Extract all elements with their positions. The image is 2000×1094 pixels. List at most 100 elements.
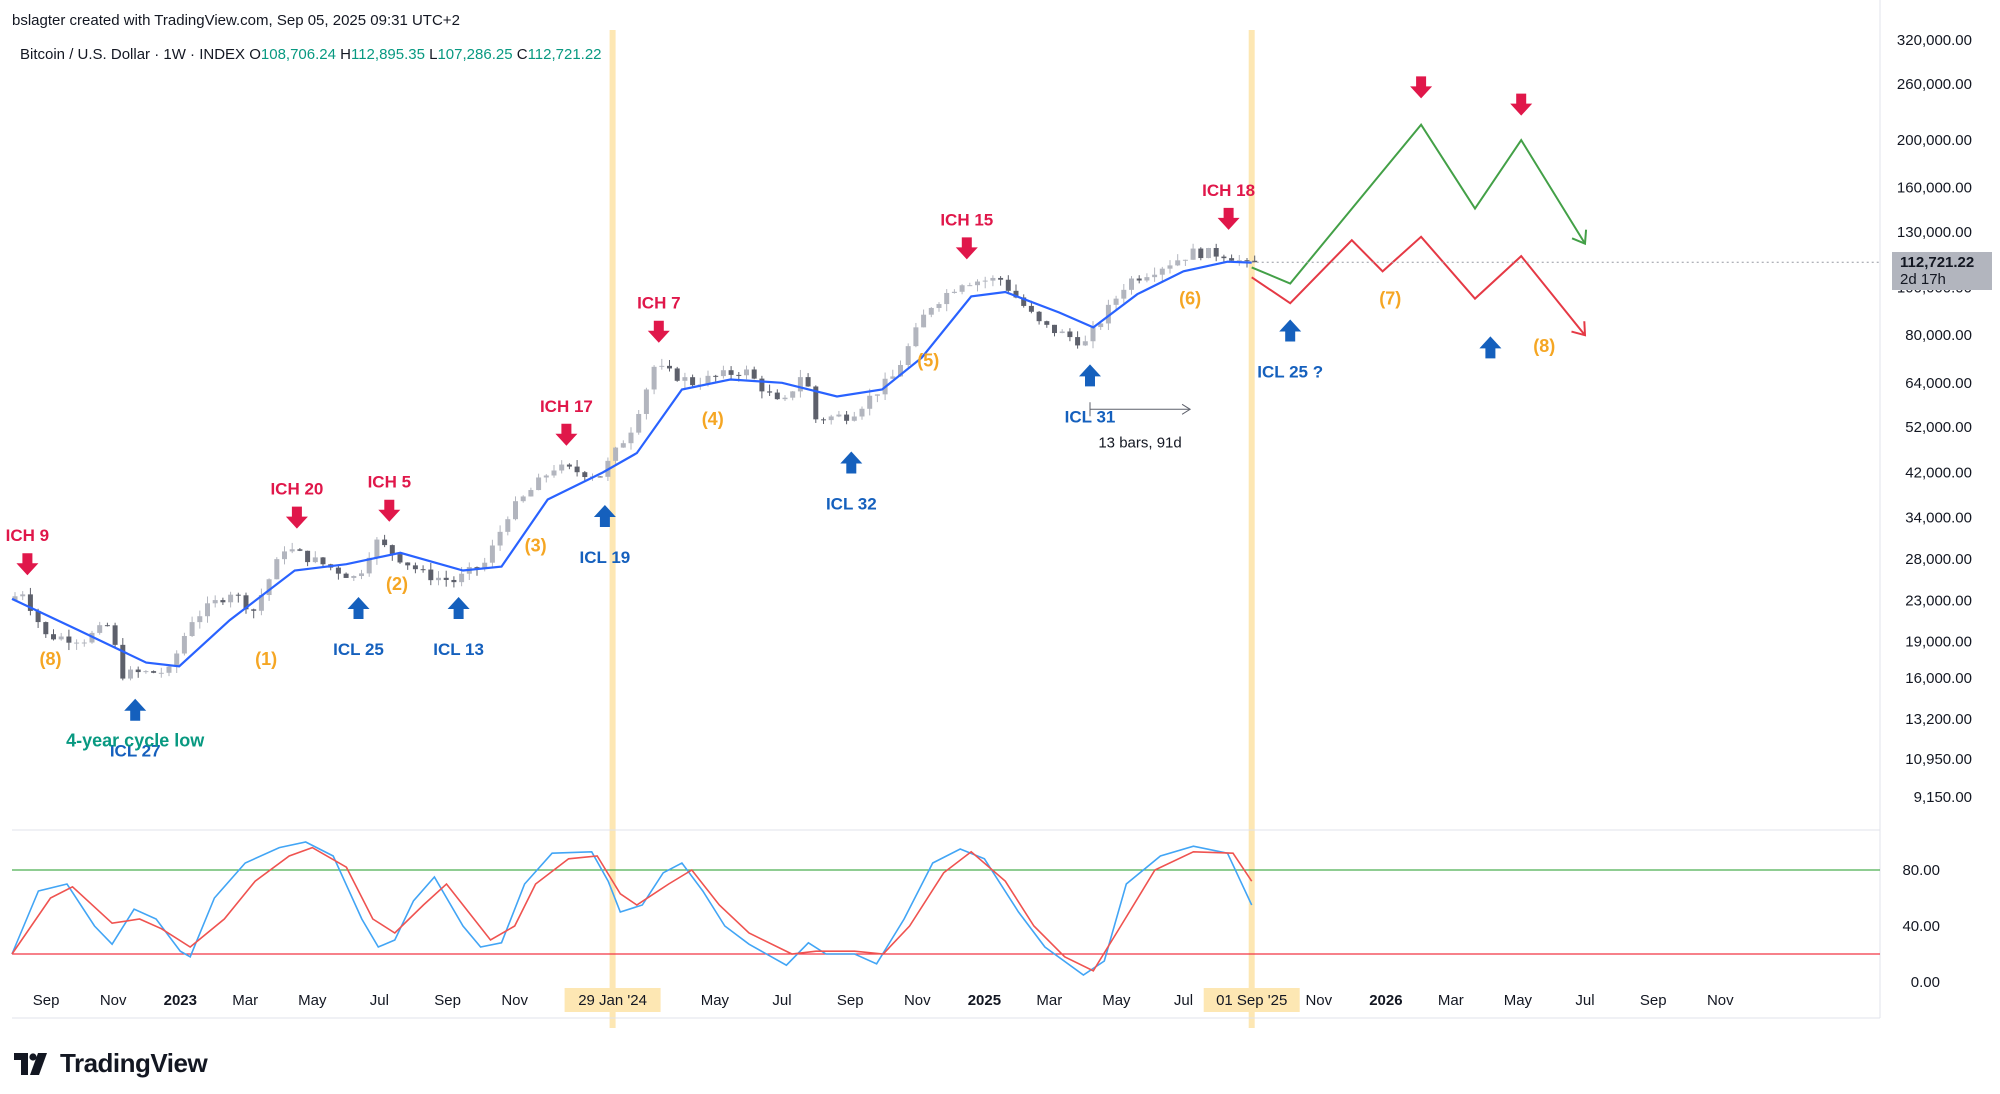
ich-down-arrow-icon bbox=[555, 423, 578, 446]
price-tick-label: 160,000.00 bbox=[1897, 180, 1972, 197]
ich-label: ICH 7 bbox=[637, 294, 680, 313]
candle-up bbox=[312, 557, 318, 563]
candle-up bbox=[1121, 289, 1127, 299]
time-tick-label: Jul bbox=[370, 992, 389, 1009]
candle-down bbox=[759, 378, 765, 392]
candle-down bbox=[1252, 260, 1258, 263]
price-tick-label: 34,000.00 bbox=[1905, 509, 1972, 526]
price-chart[interactable]: 320,000.00 260,000.00 200,000.00 160,000.00… bbox=[0, 0, 2000, 1030]
tradingview-wordmark: TradingView bbox=[60, 1048, 208, 1078]
green-scenario-line bbox=[1251, 122, 1586, 285]
measure-label: 13 bars, 91d bbox=[1098, 434, 1181, 451]
time-highlight-label: 29 Jan '24 bbox=[578, 992, 647, 1009]
time-highlight-badge bbox=[564, 988, 661, 1012]
candle-up bbox=[944, 292, 950, 305]
candle-up bbox=[851, 416, 857, 421]
candle-down bbox=[674, 368, 680, 381]
time-tick-label: Mar bbox=[1438, 992, 1464, 1009]
candle-down bbox=[335, 567, 341, 574]
candle-down bbox=[343, 573, 349, 578]
candle-up bbox=[905, 346, 911, 365]
candle-down bbox=[1013, 290, 1019, 298]
ich-label: ICH 15 bbox=[940, 210, 993, 229]
candle-up bbox=[12, 596, 18, 601]
candle-up bbox=[359, 573, 364, 577]
candle-up bbox=[528, 490, 534, 497]
price-tick-label: 200,000.00 bbox=[1897, 132, 1972, 149]
candle-up bbox=[951, 291, 957, 293]
candle-up bbox=[551, 470, 557, 476]
candle-up bbox=[459, 573, 465, 583]
candle-up bbox=[97, 625, 103, 633]
candle-down bbox=[1221, 256, 1227, 259]
candle-down bbox=[1044, 321, 1050, 325]
candle-down bbox=[405, 562, 411, 566]
candle-up bbox=[744, 369, 749, 376]
candle-up bbox=[990, 277, 996, 281]
price-tick-label: 23,000.00 bbox=[1905, 593, 1972, 610]
candle-down bbox=[597, 476, 603, 478]
candle-up bbox=[913, 327, 919, 347]
candle-down bbox=[566, 464, 572, 467]
time-tick-label: Sep bbox=[1640, 992, 1667, 1009]
candle-up bbox=[1182, 259, 1188, 261]
time-tick-label: Mar bbox=[232, 992, 258, 1009]
candle-up bbox=[921, 314, 927, 328]
ich-down-arrow-icon bbox=[647, 320, 670, 343]
price-tick-label: 52,000.00 bbox=[1905, 419, 1972, 436]
green-scenario-arrowhead bbox=[1571, 229, 1588, 246]
candle-up bbox=[1129, 278, 1134, 290]
candle-down bbox=[1005, 279, 1011, 291]
highlight-column bbox=[1248, 30, 1255, 1028]
candle-up bbox=[975, 281, 980, 286]
candle-down bbox=[774, 392, 780, 400]
candle-up bbox=[1206, 248, 1211, 259]
price-tick-label: 28,000.00 bbox=[1905, 551, 1972, 568]
icl-label: ICL 25 ? bbox=[1257, 362, 1323, 381]
candle-down bbox=[412, 565, 418, 570]
candle-up bbox=[982, 280, 988, 282]
cycle-count-label: (8) bbox=[40, 649, 62, 669]
time-tick-label: Jul bbox=[772, 992, 791, 1009]
candle-up bbox=[1059, 331, 1065, 334]
candle-up bbox=[1152, 274, 1158, 278]
candle-up bbox=[643, 389, 649, 414]
candle-up bbox=[374, 539, 380, 558]
time-tick-label: Jul bbox=[1575, 992, 1594, 1009]
price-tick-label: 260,000.00 bbox=[1897, 76, 1972, 93]
candle-up bbox=[967, 285, 973, 287]
price-tick-label: 10,950.00 bbox=[1905, 751, 1972, 768]
candle-down bbox=[397, 554, 403, 563]
symbol-name: Bitcoin / U.S. Dollar · 1W · INDEX bbox=[20, 46, 246, 63]
price-tick-label: 16,000.00 bbox=[1905, 670, 1972, 687]
icl-up-arrow-icon bbox=[124, 698, 147, 721]
icl-label: ICL 31 bbox=[1065, 407, 1116, 426]
tradingview-logo-icon bbox=[14, 1052, 47, 1075]
candle-up bbox=[543, 475, 549, 478]
ich-label: ICH 17 bbox=[540, 397, 593, 416]
time-highlight-label: 01 Sep '25 bbox=[1216, 992, 1287, 1009]
candle-up bbox=[613, 447, 619, 461]
candle-up bbox=[828, 416, 834, 421]
icl-up-arrow-icon bbox=[593, 504, 616, 527]
candle-up bbox=[81, 642, 87, 644]
candle-down bbox=[251, 609, 257, 611]
icl-label: ICL 32 bbox=[826, 494, 877, 513]
ich-label: ICH 5 bbox=[368, 473, 411, 492]
icl-up-arrow-icon bbox=[1479, 336, 1502, 359]
time-tick-label: Nov bbox=[1305, 992, 1332, 1009]
candle-down bbox=[728, 370, 734, 375]
candle-down bbox=[1136, 278, 1142, 281]
tradingview-logo[interactable]: TradingView bbox=[14, 1048, 208, 1079]
candle-down bbox=[1036, 311, 1042, 322]
candle-down bbox=[582, 472, 588, 478]
time-tick-label: Nov bbox=[1707, 992, 1734, 1009]
candle-down bbox=[135, 669, 141, 673]
candle-down bbox=[1213, 248, 1219, 257]
candle-up bbox=[282, 551, 287, 560]
stoch-tick-label: 40.00 bbox=[1902, 918, 1940, 935]
stoch-tick-label: 80.00 bbox=[1902, 862, 1940, 879]
time-tick-label: Sep bbox=[33, 992, 60, 1009]
candle-up bbox=[174, 653, 180, 667]
candle-up bbox=[228, 594, 234, 603]
